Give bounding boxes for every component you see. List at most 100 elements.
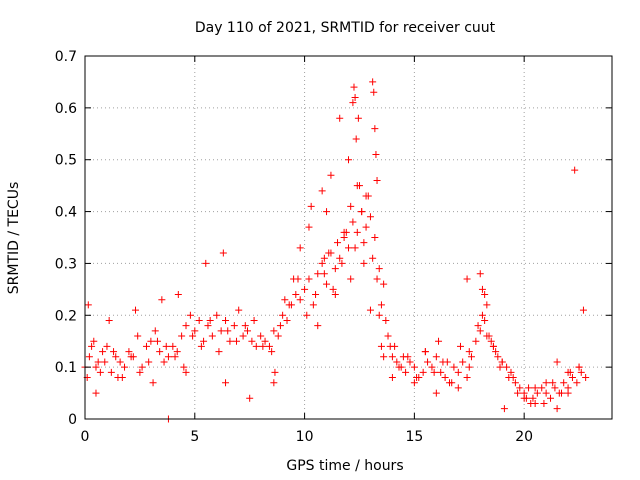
data-point xyxy=(349,218,357,226)
data-point xyxy=(507,368,515,376)
data-point xyxy=(270,379,278,387)
data-point xyxy=(200,337,208,345)
data-point xyxy=(164,353,172,361)
data-point xyxy=(483,301,491,309)
data-point xyxy=(340,228,348,236)
data-point xyxy=(90,337,98,345)
data-point xyxy=(573,379,581,387)
data-point xyxy=(173,348,181,356)
data-point xyxy=(318,187,326,195)
data-point xyxy=(274,332,282,340)
data-point xyxy=(380,353,388,361)
data-point xyxy=(542,379,550,387)
data-point xyxy=(564,368,572,376)
data-point xyxy=(239,332,247,340)
data-point xyxy=(197,342,205,350)
data-point xyxy=(542,389,550,397)
data-point xyxy=(557,389,565,397)
grid xyxy=(85,56,612,419)
data-point xyxy=(336,254,344,262)
data-point xyxy=(514,389,522,397)
y-tick-label: 0.2 xyxy=(55,308,77,324)
data-point xyxy=(371,125,379,133)
data-point xyxy=(182,368,190,376)
data-point xyxy=(560,379,568,387)
data-point xyxy=(290,275,298,283)
data-point xyxy=(121,363,129,371)
data-point xyxy=(285,301,293,309)
data-point xyxy=(362,223,370,231)
data-point xyxy=(547,394,555,402)
data-point xyxy=(454,368,462,376)
data-point xyxy=(325,249,333,257)
data-point xyxy=(551,384,559,392)
data-point xyxy=(134,332,142,340)
data-point xyxy=(483,332,491,340)
data-point xyxy=(320,254,328,262)
data-point xyxy=(373,275,381,283)
data-point xyxy=(233,337,241,345)
data-point xyxy=(283,316,291,324)
data-point xyxy=(265,342,273,350)
data-point xyxy=(206,316,214,324)
data-point xyxy=(441,374,449,382)
data-point xyxy=(101,358,109,366)
data-point xyxy=(217,327,225,335)
data-point xyxy=(296,296,304,304)
data-point xyxy=(476,270,484,278)
data-point xyxy=(189,332,197,340)
data-point xyxy=(370,88,378,96)
data-point xyxy=(334,239,342,247)
data-point xyxy=(215,348,223,356)
data-point xyxy=(303,311,311,319)
x-axis-label: GPS time / hours xyxy=(286,458,403,474)
data-point xyxy=(450,363,458,371)
data-point xyxy=(132,306,140,314)
data-point xyxy=(577,368,585,376)
data-point xyxy=(410,363,418,371)
data-point xyxy=(549,379,557,387)
data-point xyxy=(360,239,368,247)
data-point xyxy=(186,311,194,319)
data-point xyxy=(296,244,304,252)
y-tick-label: 0.4 xyxy=(55,205,77,221)
data-point xyxy=(498,358,506,366)
data-point xyxy=(94,358,102,366)
data-point xyxy=(156,348,164,356)
data-point xyxy=(219,249,227,257)
data-point xyxy=(465,348,473,356)
y-tick-label: 0.7 xyxy=(55,49,77,65)
data-point xyxy=(393,358,401,366)
data-point xyxy=(246,394,254,402)
data-point xyxy=(419,368,427,376)
y-tick-label: 0.3 xyxy=(55,256,77,272)
data-point xyxy=(531,384,539,392)
y-tick-label: 0.1 xyxy=(55,360,77,376)
data-point xyxy=(432,353,440,361)
data-point xyxy=(360,259,368,267)
data-point xyxy=(369,78,377,86)
data-point xyxy=(345,156,352,164)
data-point xyxy=(456,342,464,350)
data-point xyxy=(399,353,407,361)
data-point xyxy=(467,353,475,361)
data-point xyxy=(84,301,92,309)
data-point xyxy=(147,337,155,345)
data-point xyxy=(127,353,135,361)
data-point xyxy=(448,379,456,387)
data-point xyxy=(373,176,381,184)
data-point xyxy=(105,316,113,324)
data-point xyxy=(142,342,150,350)
data-point xyxy=(336,114,344,122)
data-point xyxy=(314,322,322,330)
data-point xyxy=(92,389,100,397)
data-point xyxy=(459,358,467,366)
data-point xyxy=(371,234,379,241)
data-point xyxy=(138,363,146,371)
x-tick-label: 15 xyxy=(405,429,423,445)
data-point xyxy=(250,316,258,324)
data-point xyxy=(568,374,576,382)
data-point xyxy=(369,254,377,262)
data-point xyxy=(481,291,489,299)
